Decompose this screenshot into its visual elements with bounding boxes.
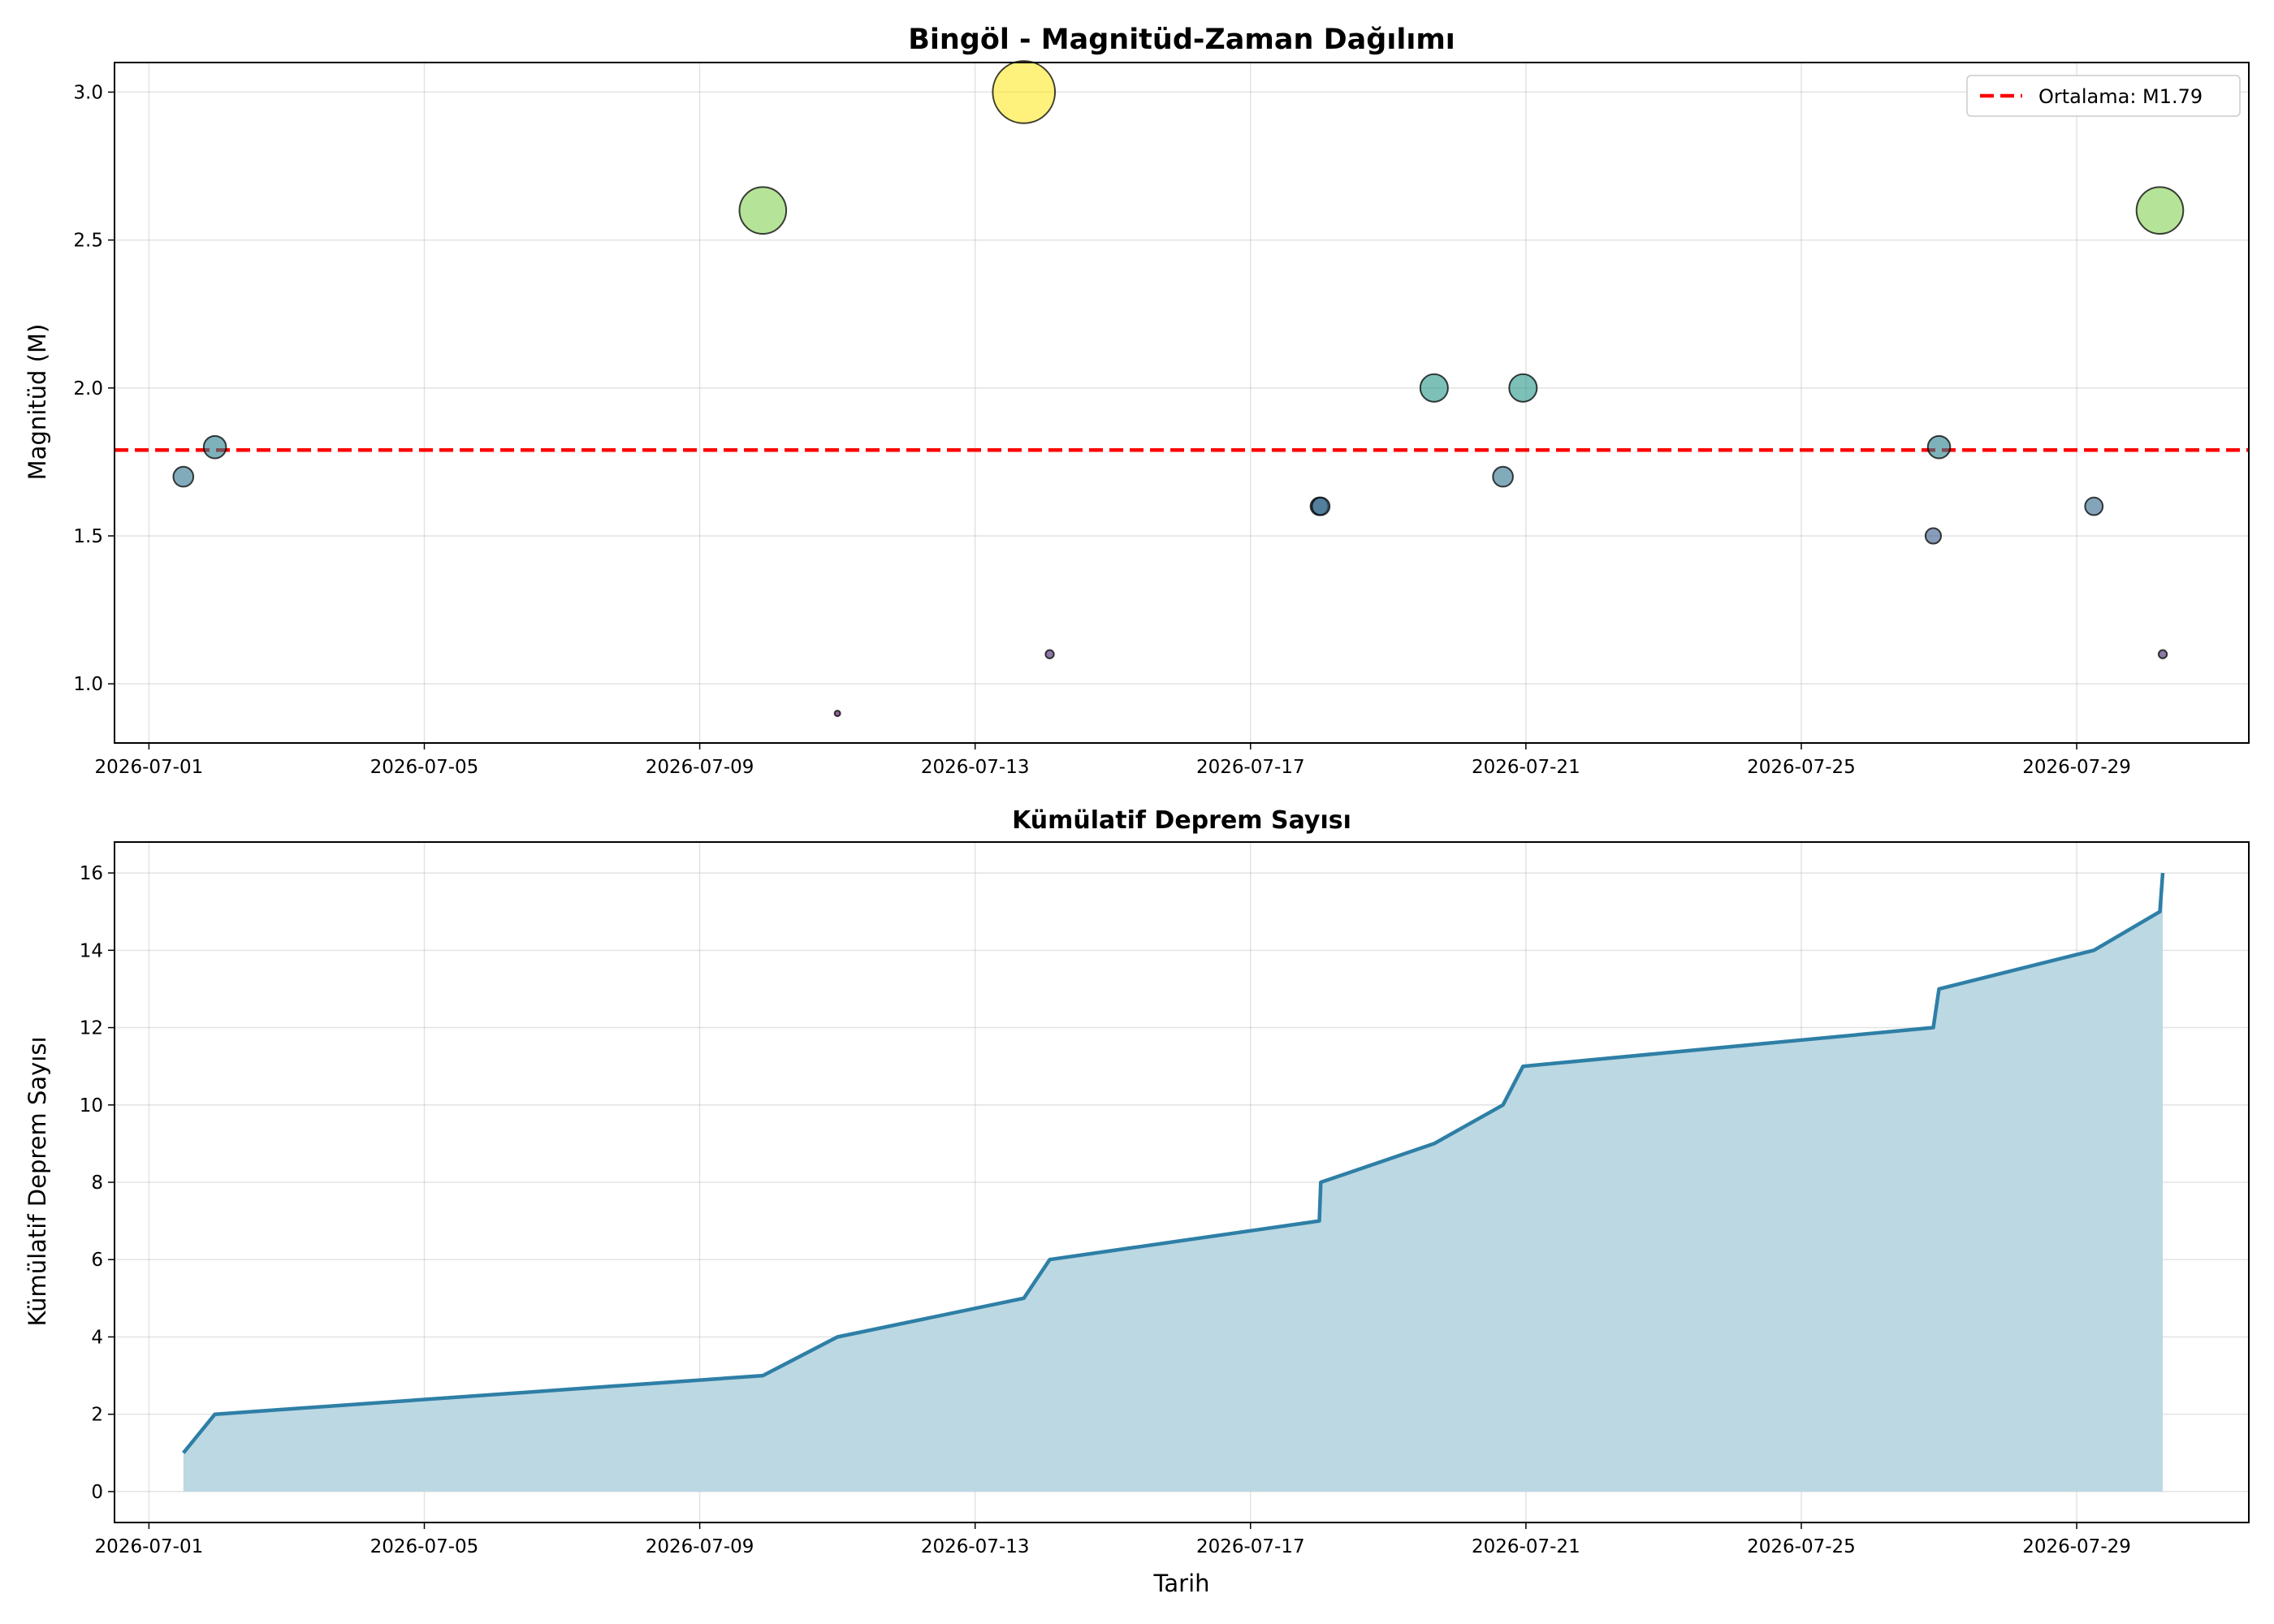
x-tick-label: 2026-07-05 [370,757,479,778]
y-tick-label: 8 [91,1173,103,1194]
legend-box [1966,75,2241,117]
y-tick-label: 2.0 [73,378,103,400]
y-tick-label: 3.0 [73,82,103,103]
x-tick-label: 2026-07-29 [2022,1536,2131,1557]
cumulative-area-fill [183,873,2163,1492]
magnitude-grid [115,63,2249,743]
legend-mean-label: Ortalama: M1.79 [2038,85,2203,108]
x-tick-label: 2026-07-29 [2022,757,2131,778]
earthquake-point [1492,465,1514,488]
x-tick-label: 2026-07-25 [1747,757,1856,778]
x-tick-label: 2026-07-21 [1472,757,1580,778]
earthquake-point [1419,373,1449,403]
x-tick-label: 2026-07-25 [1747,1536,1856,1557]
y-tick-label: 2 [91,1405,103,1426]
x-tick-label: 2026-07-05 [370,1536,479,1557]
earthquake-point [172,465,195,488]
y-tick-label: 0 [91,1482,103,1503]
earthquake-point [1311,496,1331,516]
x-tick-label: 2026-07-01 [95,757,204,778]
y-tick-label: 12 [80,1018,103,1039]
y-tick-label: 14 [80,940,103,961]
magnitude-chart-title: Bingöl - Magnitüd-Zaman Dağılımı [908,24,1455,56]
magnitude-points [172,60,2185,718]
magnitude-legend: Ortalama: M1.79 [1966,75,2241,117]
magnitude-x-ticks: 2026-07-01 2026-07-05 2026-07-09 2026-07-13… [95,743,2131,778]
magnitude-plot-frame [114,62,2250,744]
magnitude-scatter-panel: Bingöl - Magnitüd-Zaman Dağılımı Magnitü… [24,24,2250,778]
x-tick-label: 2026-07-13 [921,757,1030,778]
magnitude-y-axis-label: Magnitüd (M) [24,324,51,481]
cumulative-chart-title: Kümülatif Deprem Sayısı [1012,806,1351,835]
magnitude-y-ticks: 1.0 1.5 2.0 2.5 3.0 [73,82,115,695]
cumulative-x-axis-label: Tarih [1152,1570,1209,1597]
x-tick-label: 2026-07-17 [1196,1536,1305,1557]
earthquake-point [2157,649,2168,659]
cumulative-x-ticks: 2026-07-01 2026-07-05 2026-07-09 2026-07-13… [95,1522,2131,1557]
x-tick-label: 2026-07-01 [95,1536,204,1557]
earthquake-point [1924,527,1943,545]
cumulative-plot-frame [114,841,2250,1523]
x-tick-label: 2026-07-17 [1196,757,1305,778]
earthquake-point [2084,496,2104,516]
earthquake-point [992,60,1057,124]
y-tick-label: 16 [80,863,103,884]
earthquake-point [2135,186,2185,235]
cumulative-y-axis-label: Kümülatif Deprem Sayısı [24,1036,51,1326]
y-tick-label: 6 [91,1250,103,1271]
y-tick-label: 4 [91,1327,103,1348]
y-tick-label: 2.5 [73,231,103,252]
cumulative-count-panel: Kümülatif Deprem Sayısı Kümülatif Deprem… [24,806,2250,1597]
earthquake-point [1926,434,1952,460]
x-tick-label: 2026-07-09 [646,1536,754,1557]
earthquake-point [738,186,788,235]
x-tick-label: 2026-07-21 [1472,1536,1580,1557]
earthquake-point [202,434,227,460]
cumulative-line [182,872,2165,1454]
earthquake-point [1508,373,1538,403]
y-tick-label: 10 [80,1095,103,1116]
x-tick-label: 2026-07-13 [921,1536,1030,1557]
earthquake-point [1044,649,1055,659]
x-tick-label: 2026-07-09 [646,757,754,778]
earthquake-point [833,710,841,718]
y-tick-label: 1.0 [73,674,103,695]
y-tick-label: 1.5 [73,526,103,547]
cumulative-y-ticks: 0 2 4 6 8 10 12 14 16 [80,863,115,1503]
